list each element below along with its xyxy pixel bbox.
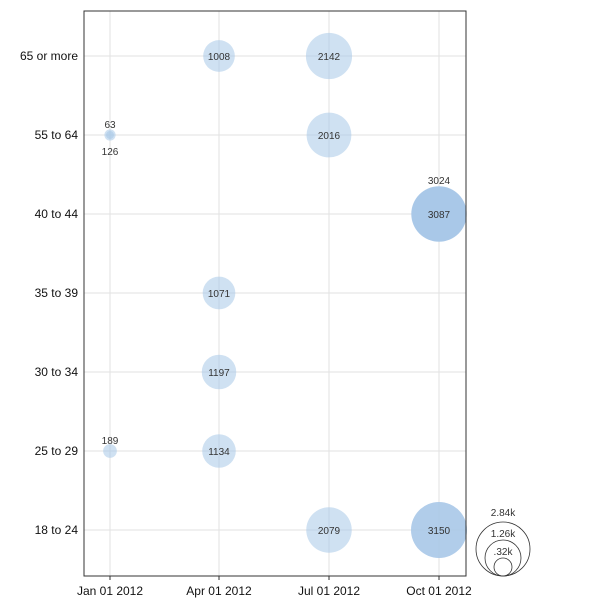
bubble-label: 63 [104,120,116,131]
size-legend-label: .32k [494,547,514,558]
bubble [203,40,235,72]
y-tick-label: 18 to 24 [35,523,79,537]
bubble [202,434,236,468]
bubble-label: 189 [102,436,119,447]
y-tick-label: 55 to 64 [35,128,79,142]
bubble [106,131,114,139]
bubble [103,444,117,458]
x-tick-label: Oct 01 2012 [406,584,472,598]
bubble [306,112,352,158]
size-legend-circle [493,557,513,577]
x-tick-label: Jan 01 2012 [77,584,143,598]
bubble-label: 126 [102,147,119,158]
bubble [305,32,353,80]
bubble [306,507,352,553]
bubbles [103,32,467,558]
bubble-label: 2079 [318,526,341,537]
bubble-label: 1071 [208,289,231,300]
bubble [202,276,236,310]
y-tick-label: 40 to 44 [35,207,79,221]
plot-frame [83,10,467,577]
x-axis: Jan 01 2012 Apr 01 2012 Jul 01 2012 Oct 01 … [77,576,472,598]
bubble-label: 3024 [428,176,451,187]
x-tick-label: Apr 01 2012 [186,584,252,598]
bubble-labels: 1008 2142 63 126 2016 3024 3087 1071 1197 189 1134… [102,52,451,537]
bubble [411,502,467,558]
y-tick-label: 65 or more [20,49,78,63]
bubble [201,354,237,390]
bubble-label: 2016 [318,131,341,142]
bubble-label: 1134 [208,447,230,458]
bubble-label: 3087 [428,210,451,221]
bubble-label: 3150 [428,526,451,537]
y-tick-label: 30 to 34 [35,365,79,379]
bubble-label: 1197 [208,368,230,379]
y-axis: 18 to 24 25 to 29 30 to 34 35 to 39 40 to 44… [20,49,78,537]
size-legend-label: 2.84k [491,508,516,519]
gridlines [84,11,466,576]
x-tick-label: Jul 01 2012 [298,584,360,598]
size-legend-label: 1.26k [491,529,516,540]
size-legend: 2.84k 1.26k .32k [475,508,531,577]
y-tick-label: 25 to 29 [35,444,79,458]
bubble-label: 1008 [208,52,231,63]
bubble [411,186,467,242]
y-tick-label: 35 to 39 [35,286,79,300]
bubble-label: 2142 [318,52,341,63]
